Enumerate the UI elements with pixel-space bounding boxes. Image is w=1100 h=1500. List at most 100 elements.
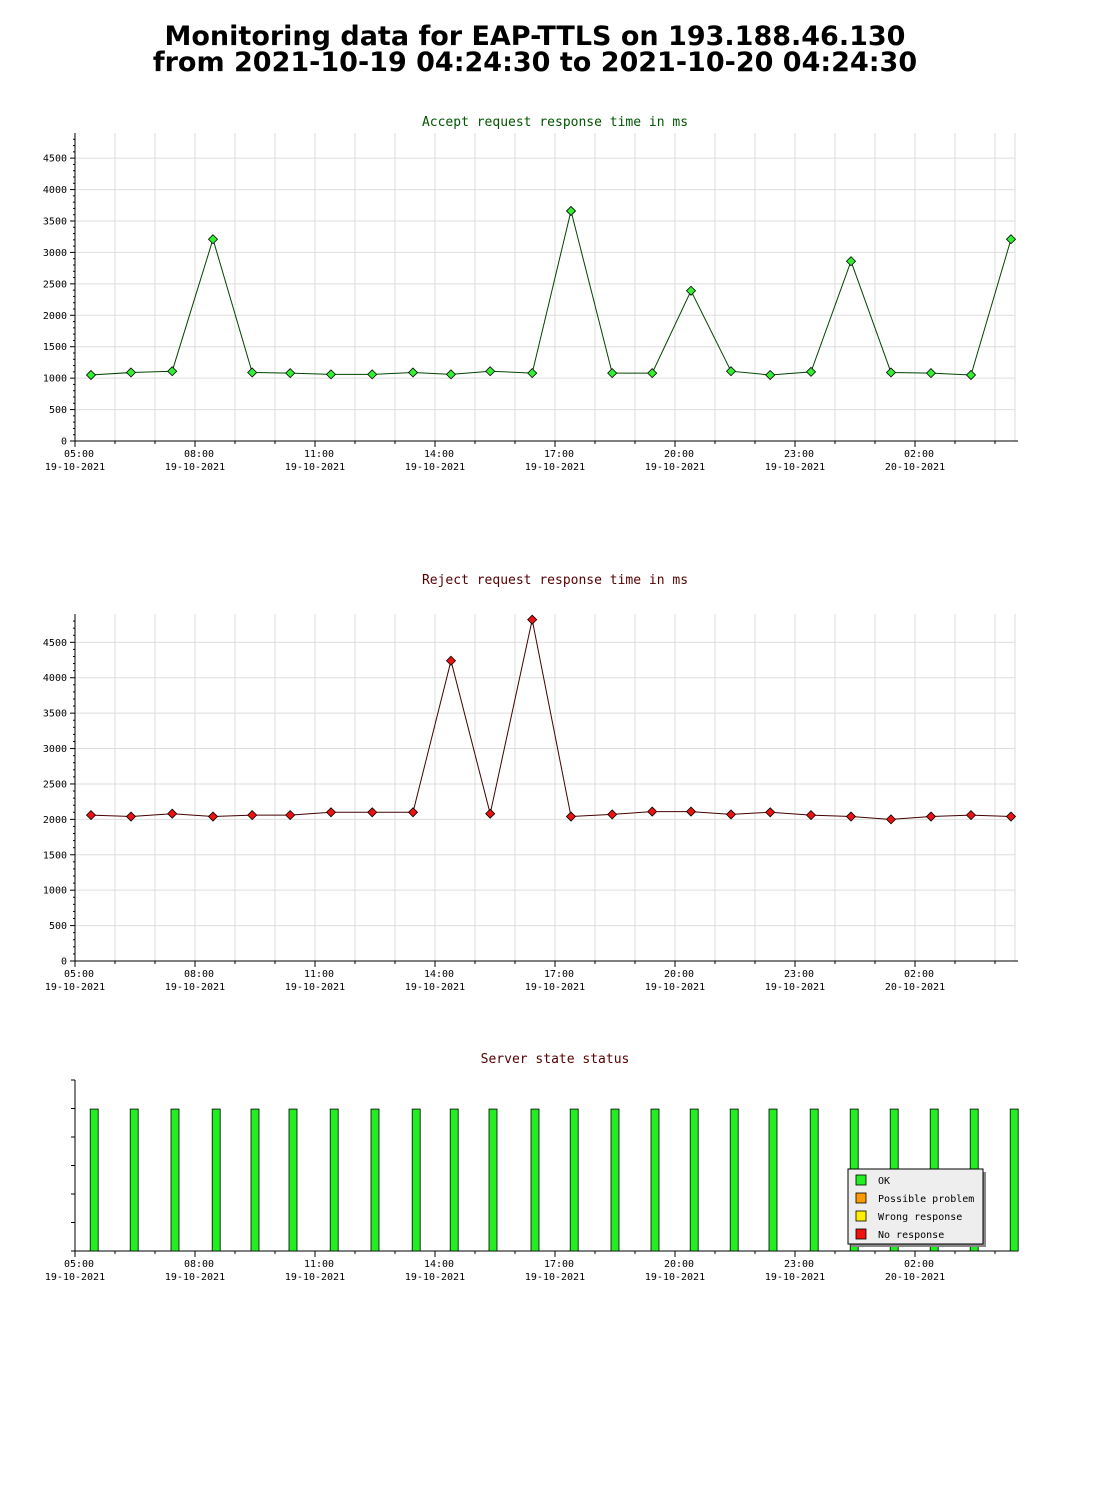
data-point-marker: [925, 811, 937, 822]
data-point-marker: [167, 808, 178, 819]
legend-label: OK: [878, 1176, 890, 1187]
data-point-marker: [485, 366, 496, 377]
x-tick-label-date: 19-10-2021: [765, 1272, 825, 1283]
status-bar: [729, 1108, 739, 1252]
page-title-line-1: Monitoring data for EAP-TTLS on 193.188.…: [164, 21, 906, 52]
x-tick-label-time: 02:00: [904, 449, 934, 460]
x-tick-label-date: 19-10-2021: [765, 462, 825, 473]
status-bar: [569, 1108, 579, 1252]
y-tick-label: 4000: [43, 673, 67, 684]
data-point-marker: [925, 368, 937, 379]
data-point-marker: [367, 369, 378, 380]
x-tick-label-time: 02:00: [904, 969, 934, 980]
x-tick-label-date: 19-10-2021: [285, 982, 345, 993]
page-title: Monitoring data for EAP-TTLS on 193.188.…: [0, 21, 1070, 76]
data-point-marker: [805, 810, 817, 821]
data-point-marker: [445, 369, 457, 380]
y-tick-label: 500: [49, 405, 67, 416]
chart-title: Server state status: [481, 1052, 630, 1067]
data-point-marker: [167, 366, 178, 377]
status-bar: [288, 1108, 298, 1252]
x-tick-label-time: 20:00: [664, 1259, 694, 1270]
y-tick-label: 1500: [43, 342, 67, 353]
data-point-marker: [845, 256, 857, 267]
y-tick-label: 3500: [43, 709, 67, 720]
y-tick-label: 2500: [43, 279, 67, 290]
x-tick-label-date: 19-10-2021: [645, 982, 705, 993]
chart-1: Accept request response time in ms 0 500 10…: [43, 115, 1018, 473]
data-point-marker: [247, 810, 258, 821]
status-bar: [768, 1108, 778, 1252]
status-bar: [170, 1108, 180, 1252]
chart-title: Reject request response time in ms: [422, 573, 688, 588]
y-tick-label: 2500: [43, 779, 67, 790]
x-tick-label-date: 19-10-2021: [405, 462, 465, 473]
legend-label: Possible problem: [878, 1194, 974, 1205]
x-tick-label-date: 20-10-2021: [885, 1272, 945, 1283]
x-tick-label-time: 05:00: [64, 449, 94, 460]
status-bar: [329, 1108, 339, 1252]
y-tick-label: 0: [61, 437, 67, 448]
y-tick-label: 4500: [43, 638, 67, 649]
y-tick-label: 3000: [43, 248, 67, 259]
y-tick-label: 1000: [43, 374, 67, 385]
data-point-marker: [285, 368, 296, 379]
y-tick-label: 1000: [43, 886, 67, 897]
data-point-marker: [765, 807, 776, 818]
data-point-marker: [247, 367, 258, 378]
data-point-marker: [647, 806, 658, 817]
status-bar: [1009, 1108, 1019, 1252]
data-point-marker: [85, 369, 97, 381]
x-tick-label-time: 17:00: [544, 969, 574, 980]
x-tick-label-date: 20-10-2021: [885, 462, 945, 473]
x-tick-label-date: 19-10-2021: [645, 462, 705, 473]
x-tick-label-date: 19-10-2021: [405, 982, 465, 993]
x-tick-label-date: 19-10-2021: [645, 1272, 705, 1283]
x-tick-label-date: 19-10-2021: [165, 1272, 225, 1283]
x-tick-label-date: 19-10-2021: [405, 1272, 465, 1283]
legend-swatch: [855, 1228, 867, 1240]
x-tick-label-time: 20:00: [664, 969, 694, 980]
data-point-marker: [125, 811, 137, 822]
legend-swatch: [855, 1174, 867, 1186]
status-bar: [650, 1108, 660, 1252]
x-tick-label-time: 20:00: [664, 449, 694, 460]
x-tick-label-date: 19-10-2021: [165, 462, 225, 473]
data-point-marker: [607, 809, 618, 820]
status-bar: [250, 1108, 260, 1252]
x-tick-label-time: 11:00: [304, 1259, 334, 1270]
x-tick-label-time: 23:00: [784, 1259, 814, 1270]
series-line: [90, 619, 1012, 820]
x-tick-label-time: 08:00: [184, 1259, 214, 1270]
data-point-marker: [407, 367, 419, 378]
status-bar: [689, 1108, 699, 1252]
data-point-marker: [845, 811, 857, 822]
x-tick-label-date: 19-10-2021: [525, 982, 585, 993]
data-point-marker: [1005, 811, 1017, 822]
x-tick-label-date: 19-10-2021: [165, 982, 225, 993]
legend-label: No response: [878, 1230, 944, 1241]
data-point-marker: [125, 367, 137, 378]
data-point-marker: [647, 368, 658, 379]
data-point-marker: [485, 808, 496, 819]
data-point-marker: [885, 367, 897, 378]
x-tick-label-time: 14:00: [424, 969, 454, 980]
legend-label: Wrong response: [878, 1212, 962, 1223]
chart-title: Accept request response time in ms: [422, 115, 688, 130]
status-bar: [211, 1108, 221, 1252]
data-point-marker: [207, 811, 219, 822]
x-tick-label-time: 23:00: [784, 969, 814, 980]
status-bar: [449, 1108, 459, 1252]
status-bar: [530, 1108, 540, 1252]
data-point-marker: [805, 366, 817, 377]
y-tick-label: 3500: [43, 217, 67, 228]
data-point-marker: [685, 285, 697, 296]
status-bar: [129, 1108, 139, 1252]
data-point-marker: [407, 807, 419, 818]
data-point-marker: [725, 809, 737, 820]
x-tick-label-time: 05:00: [64, 969, 94, 980]
legend-swatch: [855, 1210, 867, 1222]
data-point-marker: [685, 806, 697, 817]
data-point-marker: [965, 369, 977, 381]
